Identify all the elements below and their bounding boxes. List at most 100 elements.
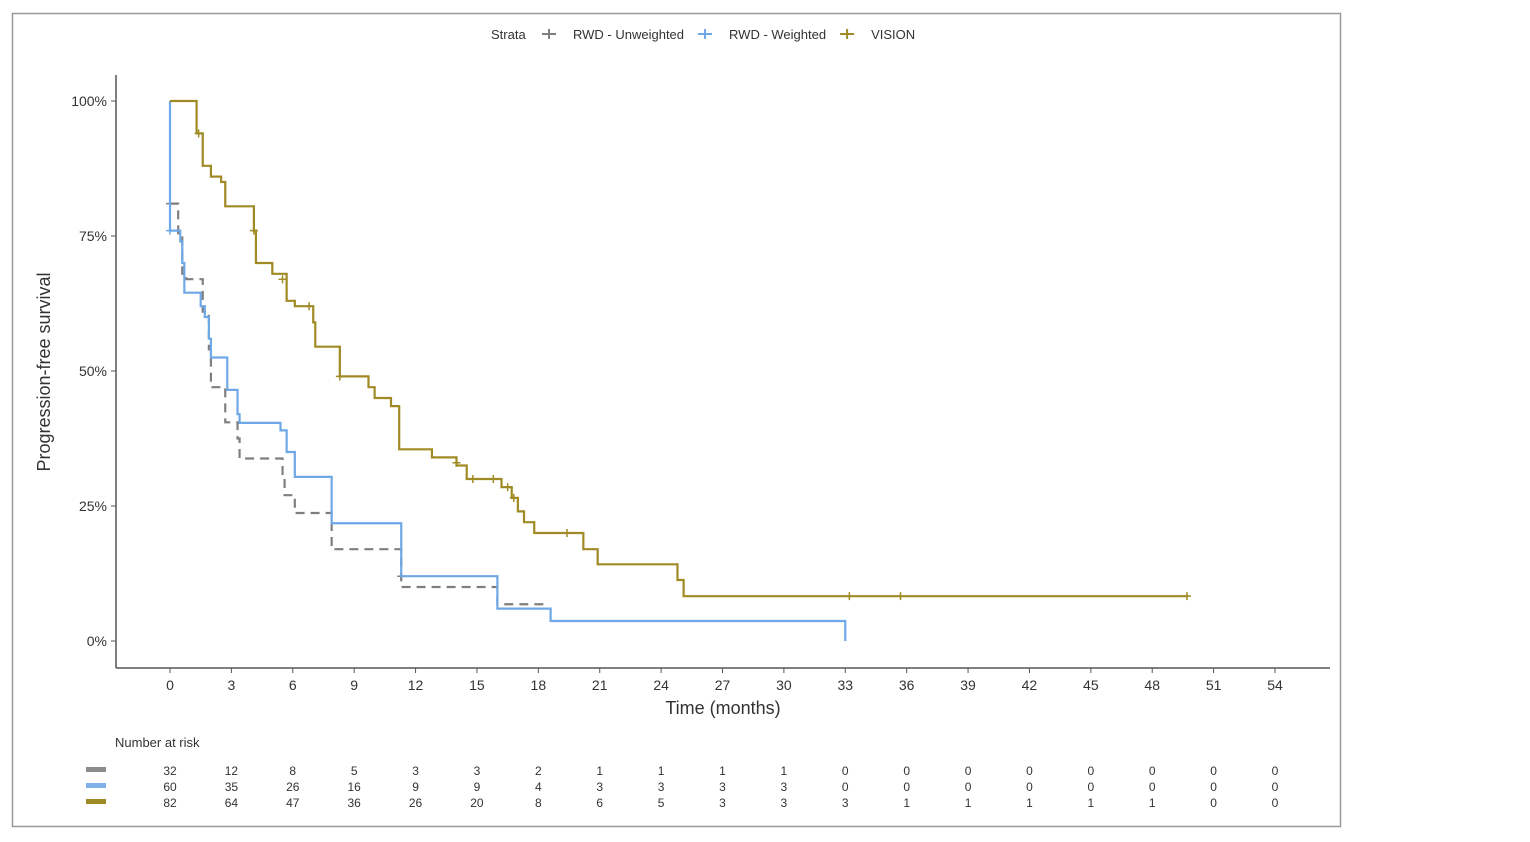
risk-value: 0: [965, 780, 972, 794]
y-tick-label: 50%: [79, 363, 107, 379]
risk-value: 6: [596, 796, 603, 810]
risk-value: 82: [163, 796, 177, 810]
risk-row-key: [86, 783, 106, 788]
risk-value: 35: [225, 780, 239, 794]
risk-row-key: [86, 767, 106, 772]
x-tick-label: 12: [408, 677, 424, 693]
x-tick-label: 18: [531, 677, 547, 693]
risk-value: 0: [842, 780, 849, 794]
risk-value: 1: [658, 764, 665, 778]
risk-value: 0: [842, 764, 849, 778]
risk-value: 0: [1026, 780, 1033, 794]
censor-mark: [166, 226, 174, 235]
x-tick-label: 27: [715, 677, 731, 693]
x-axis-label: Time (months): [665, 698, 780, 718]
risk-value: 0: [1272, 764, 1279, 778]
risk-value: 8: [535, 796, 542, 810]
risk-value: 5: [351, 764, 358, 778]
risk-value: 1: [1149, 796, 1156, 810]
risk-value: 8: [289, 764, 296, 778]
survival-curve-2: [170, 99, 1188, 598]
x-tick-label: 15: [469, 677, 485, 693]
risk-value: 32: [163, 764, 177, 778]
risk-value: 0: [1210, 780, 1217, 794]
y-tick-label: 100%: [71, 93, 107, 109]
y-tick-label: 0%: [87, 633, 107, 649]
legend-label: RWD - Weighted: [729, 27, 826, 42]
risk-value: 0: [1210, 796, 1217, 810]
risk-value: 0: [1272, 780, 1279, 794]
risk-value: 0: [903, 780, 910, 794]
risk-value: 0: [1149, 764, 1156, 778]
risk-value: 0: [1210, 764, 1217, 778]
y-tick-label: 25%: [79, 498, 107, 514]
risk-value: 3: [412, 764, 419, 778]
risk-value: 1: [965, 796, 972, 810]
risk-value: 5: [658, 796, 665, 810]
x-tick-label: 21: [592, 677, 608, 693]
x-tick-label: 42: [1022, 677, 1038, 693]
risk-value: 64: [225, 796, 239, 810]
risk-value: 1: [1026, 796, 1033, 810]
risk-value: 20: [470, 796, 484, 810]
legend-title: Strata: [491, 27, 526, 42]
x-tick-label: 36: [899, 677, 915, 693]
risk-value: 12: [225, 764, 239, 778]
risk-value: 1: [781, 764, 788, 778]
risk-value: 3: [781, 796, 788, 810]
risk-value: 1: [596, 764, 603, 778]
y-tick-label: 75%: [79, 228, 107, 244]
x-tick-label: 51: [1206, 677, 1222, 693]
censor-mark: [194, 129, 203, 138]
risk-value: 26: [409, 796, 423, 810]
risk-value: 3: [781, 780, 788, 794]
risk-value: 0: [1026, 764, 1033, 778]
risk-value: 0: [1149, 780, 1156, 794]
risk-row-key: [86, 799, 106, 804]
risk-value: 3: [842, 796, 849, 810]
legend-key-1: [698, 29, 713, 39]
legend-key-0: [542, 29, 556, 39]
y-axis-label: Progression-free survival: [34, 272, 54, 471]
censor-mark: [1183, 592, 1192, 601]
risk-value: 0: [1087, 764, 1094, 778]
x-tick-label: 9: [350, 677, 358, 693]
x-tick-label: 39: [960, 677, 976, 693]
risk-value: 0: [903, 764, 910, 778]
censor-mark: [845, 592, 854, 601]
censor-mark: [896, 592, 905, 601]
risk-value: 36: [347, 796, 361, 810]
risk-value: 47: [286, 796, 300, 810]
x-tick-label: 33: [837, 677, 853, 693]
risk-value: 60: [163, 780, 177, 794]
risk-value: 3: [474, 764, 481, 778]
survival-curve-0: [170, 202, 545, 606]
censor-mark: [452, 458, 461, 467]
legend-label: RWD - Unweighted: [573, 27, 684, 42]
risk-value: 9: [474, 780, 481, 794]
risk-value: 9: [412, 780, 419, 794]
censor-mark: [249, 226, 258, 235]
x-tick-label: 3: [227, 677, 235, 693]
risk-value: 1: [903, 796, 910, 810]
risk-value: 0: [1087, 780, 1094, 794]
censor-mark: [468, 475, 477, 483]
risk-value: 3: [719, 796, 726, 810]
legend-key-2: [840, 29, 855, 39]
x-tick-label: 48: [1144, 677, 1160, 693]
risk-value: 1: [719, 764, 726, 778]
legend-label: VISION: [871, 27, 915, 42]
x-tick-label: 30: [776, 677, 792, 693]
x-tick-label: 6: [289, 677, 297, 693]
censor-mark: [509, 493, 518, 502]
risk-value: 26: [286, 780, 300, 794]
risk-value: 0: [965, 764, 972, 778]
risk-value: 1: [1087, 796, 1094, 810]
censor-mark: [305, 302, 314, 311]
risk-value: 4: [535, 780, 542, 794]
censor-mark: [335, 372, 344, 381]
figure-border: [11, 12, 1342, 828]
censor-mark: [489, 475, 498, 483]
